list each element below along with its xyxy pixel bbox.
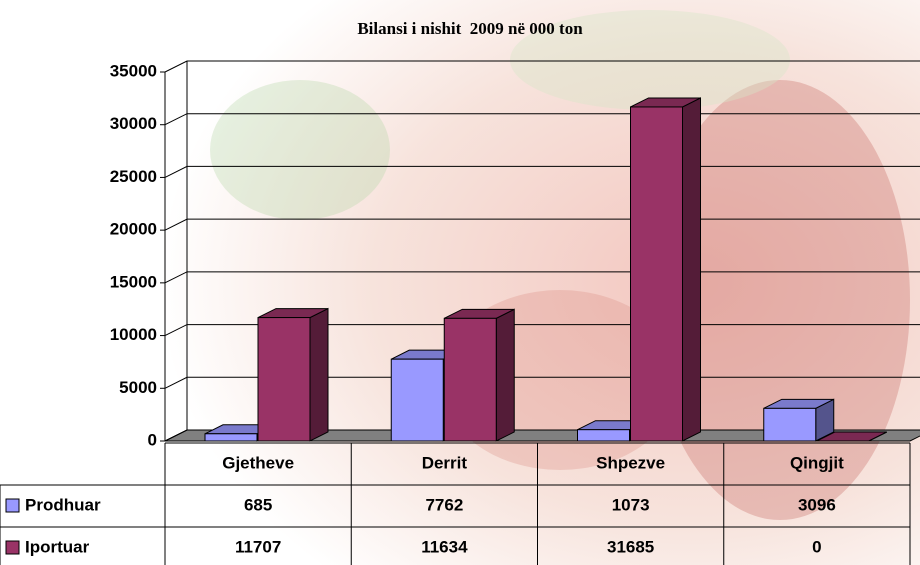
x-tick-label: Qingjit — [790, 453, 844, 472]
x-tick-label: Gjetheve — [222, 453, 294, 472]
table-value: 11707 — [235, 537, 281, 556]
legend-label: Prodhuar — [25, 495, 101, 514]
table-value: 685 — [244, 495, 272, 514]
legend-swatch — [6, 499, 19, 512]
bar-side — [683, 98, 701, 441]
bar-front — [391, 359, 443, 441]
legend-label: Iportuar — [25, 537, 90, 556]
y-tick-label: 30000 — [110, 114, 157, 133]
bar-side — [496, 309, 514, 441]
table-value: 1073 — [612, 495, 650, 514]
y-tick-label: 0 — [148, 430, 157, 449]
bar — [444, 309, 514, 441]
y-tick-label: 25000 — [110, 167, 157, 186]
bar-front — [631, 107, 683, 441]
photo-shape — [210, 80, 390, 220]
bar — [258, 309, 328, 441]
bar-front — [578, 430, 630, 441]
y-tick-label: 20000 — [110, 220, 157, 239]
bar — [631, 98, 701, 441]
y-tick-label: 15000 — [110, 272, 157, 291]
bar-front — [444, 318, 496, 441]
bar-front — [205, 434, 257, 441]
bar-side — [310, 309, 328, 441]
y-tick-label: 5000 — [119, 378, 157, 397]
bar-front — [258, 318, 310, 441]
bar-front — [764, 408, 816, 441]
chart: Bilansi i nishit 2009 në 000 ton 0 5000 10… — [0, 0, 920, 565]
y-tick-label: 35000 — [110, 61, 157, 80]
table-value: 11634 — [421, 537, 468, 556]
table-value: 0 — [812, 537, 821, 556]
legend-swatch — [6, 541, 19, 554]
bar — [764, 399, 834, 441]
table-value: 31685 — [607, 537, 654, 556]
y-tick-label: 10000 — [110, 325, 157, 344]
chart-title: Bilansi i nishit 2009 në 000 ton — [357, 19, 583, 38]
table-value: 7762 — [425, 495, 463, 514]
table-value: 3096 — [798, 495, 836, 514]
x-tick-label: Derrit — [422, 453, 468, 472]
x-tick-label: Shpezve — [596, 453, 665, 472]
